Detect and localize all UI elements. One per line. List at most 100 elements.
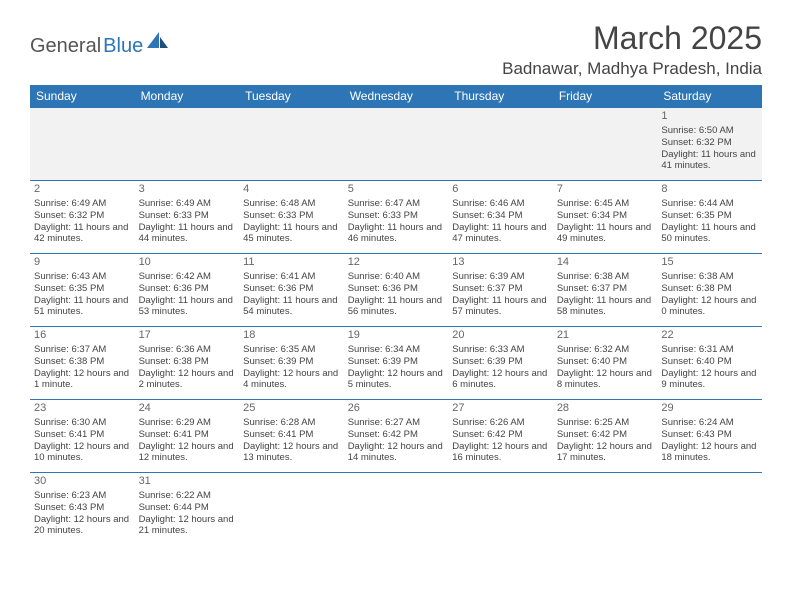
- calendar-day-cell: 24Sunrise: 6:29 AMSunset: 6:41 PMDayligh…: [135, 400, 240, 473]
- sunset-text: Sunset: 6:35 PM: [661, 210, 758, 222]
- calendar-day-cell: [30, 108, 135, 181]
- daylight-text: Daylight: 12 hours and 1 minute.: [34, 368, 131, 392]
- calendar-day-cell: 28Sunrise: 6:25 AMSunset: 6:42 PMDayligh…: [553, 400, 658, 473]
- calendar-day-cell: 29Sunrise: 6:24 AMSunset: 6:43 PMDayligh…: [657, 400, 762, 473]
- daylight-text: Daylight: 12 hours and 6 minutes.: [452, 368, 549, 392]
- sunrise-text: Sunrise: 6:45 AM: [557, 198, 654, 210]
- calendar-day-cell: 1Sunrise: 6:50 AMSunset: 6:32 PMDaylight…: [657, 108, 762, 181]
- header: GeneralBlue March 2025 Badnawar, Madhya …: [30, 20, 762, 79]
- day-number: 16: [34, 329, 131, 343]
- sunrise-text: Sunrise: 6:26 AM: [452, 417, 549, 429]
- calendar-day-cell: [344, 108, 449, 181]
- sunrise-text: Sunrise: 6:47 AM: [348, 198, 445, 210]
- day-number: 11: [243, 256, 340, 270]
- calendar-body: 1Sunrise: 6:50 AMSunset: 6:32 PMDaylight…: [30, 108, 762, 546]
- sunset-text: Sunset: 6:40 PM: [661, 356, 758, 368]
- sunrise-text: Sunrise: 6:48 AM: [243, 198, 340, 210]
- month-title: March 2025: [502, 20, 762, 57]
- day-number: 18: [243, 329, 340, 343]
- daylight-text: Daylight: 12 hours and 2 minutes.: [139, 368, 236, 392]
- calendar-day-cell: 15Sunrise: 6:38 AMSunset: 6:38 PMDayligh…: [657, 254, 762, 327]
- calendar-day-cell: 27Sunrise: 6:26 AMSunset: 6:42 PMDayligh…: [448, 400, 553, 473]
- calendar-day-cell: [344, 473, 449, 546]
- day-number: 14: [557, 256, 654, 270]
- daylight-text: Daylight: 12 hours and 12 minutes.: [139, 441, 236, 465]
- calendar-day-cell: 9Sunrise: 6:43 AMSunset: 6:35 PMDaylight…: [30, 254, 135, 327]
- calendar-day-cell: [239, 473, 344, 546]
- day-number: 30: [34, 475, 131, 489]
- calendar-day-cell: [135, 108, 240, 181]
- daylight-text: Daylight: 12 hours and 16 minutes.: [452, 441, 549, 465]
- day-number: 24: [139, 402, 236, 416]
- calendar-day-cell: [448, 108, 553, 181]
- calendar-day-cell: 12Sunrise: 6:40 AMSunset: 6:36 PMDayligh…: [344, 254, 449, 327]
- daylight-text: Daylight: 11 hours and 57 minutes.: [452, 295, 549, 319]
- weekday-header: Monday: [135, 85, 240, 108]
- calendar-day-cell: 8Sunrise: 6:44 AMSunset: 6:35 PMDaylight…: [657, 181, 762, 254]
- sunset-text: Sunset: 6:32 PM: [661, 137, 758, 149]
- sunrise-text: Sunrise: 6:50 AM: [661, 125, 758, 137]
- sunset-text: Sunset: 6:41 PM: [34, 429, 131, 441]
- calendar-day-cell: 10Sunrise: 6:42 AMSunset: 6:36 PMDayligh…: [135, 254, 240, 327]
- sunset-text: Sunset: 6:33 PM: [348, 210, 445, 222]
- calendar-day-cell: 6Sunrise: 6:46 AMSunset: 6:34 PMDaylight…: [448, 181, 553, 254]
- sunset-text: Sunset: 6:33 PM: [139, 210, 236, 222]
- weekday-header: Tuesday: [239, 85, 344, 108]
- daylight-text: Daylight: 11 hours and 41 minutes.: [661, 149, 758, 173]
- sunset-text: Sunset: 6:38 PM: [34, 356, 131, 368]
- sunrise-text: Sunrise: 6:41 AM: [243, 271, 340, 283]
- sunset-text: Sunset: 6:38 PM: [661, 283, 758, 295]
- day-number: 25: [243, 402, 340, 416]
- day-number: 8: [661, 183, 758, 197]
- sunrise-text: Sunrise: 6:23 AM: [34, 490, 131, 502]
- sunset-text: Sunset: 6:43 PM: [661, 429, 758, 441]
- sunset-text: Sunset: 6:32 PM: [34, 210, 131, 222]
- sunrise-text: Sunrise: 6:38 AM: [557, 271, 654, 283]
- daylight-text: Daylight: 11 hours and 45 minutes.: [243, 222, 340, 246]
- sunrise-text: Sunrise: 6:49 AM: [139, 198, 236, 210]
- sunset-text: Sunset: 6:43 PM: [34, 502, 131, 514]
- calendar-day-cell: 13Sunrise: 6:39 AMSunset: 6:37 PMDayligh…: [448, 254, 553, 327]
- calendar-week-row: 1Sunrise: 6:50 AMSunset: 6:32 PMDaylight…: [30, 108, 762, 181]
- day-number: 31: [139, 475, 236, 489]
- sunrise-text: Sunrise: 6:30 AM: [34, 417, 131, 429]
- sunrise-text: Sunrise: 6:25 AM: [557, 417, 654, 429]
- sunset-text: Sunset: 6:40 PM: [557, 356, 654, 368]
- daylight-text: Daylight: 12 hours and 21 minutes.: [139, 514, 236, 538]
- sunrise-text: Sunrise: 6:46 AM: [452, 198, 549, 210]
- logo: GeneralBlue: [30, 30, 169, 63]
- daylight-text: Daylight: 12 hours and 8 minutes.: [557, 368, 654, 392]
- sunset-text: Sunset: 6:37 PM: [557, 283, 654, 295]
- calendar-day-cell: 20Sunrise: 6:33 AMSunset: 6:39 PMDayligh…: [448, 327, 553, 400]
- calendar-day-cell: [239, 108, 344, 181]
- daylight-text: Daylight: 12 hours and 0 minutes.: [661, 295, 758, 319]
- calendar-day-cell: 21Sunrise: 6:32 AMSunset: 6:40 PMDayligh…: [553, 327, 658, 400]
- day-number: 17: [139, 329, 236, 343]
- location: Badnawar, Madhya Pradesh, India: [502, 59, 762, 79]
- sunset-text: Sunset: 6:42 PM: [348, 429, 445, 441]
- title-block: March 2025 Badnawar, Madhya Pradesh, Ind…: [502, 20, 762, 79]
- daylight-text: Daylight: 11 hours and 51 minutes.: [34, 295, 131, 319]
- daylight-text: Daylight: 12 hours and 9 minutes.: [661, 368, 758, 392]
- day-number: 9: [34, 256, 131, 270]
- daylight-text: Daylight: 12 hours and 10 minutes.: [34, 441, 131, 465]
- weekday-header: Sunday: [30, 85, 135, 108]
- calendar-day-cell: 26Sunrise: 6:27 AMSunset: 6:42 PMDayligh…: [344, 400, 449, 473]
- weekday-header: Saturday: [657, 85, 762, 108]
- calendar-day-cell: 14Sunrise: 6:38 AMSunset: 6:37 PMDayligh…: [553, 254, 658, 327]
- day-number: 21: [557, 329, 654, 343]
- sunset-text: Sunset: 6:42 PM: [557, 429, 654, 441]
- daylight-text: Daylight: 12 hours and 20 minutes.: [34, 514, 131, 538]
- calendar-week-row: 23Sunrise: 6:30 AMSunset: 6:41 PMDayligh…: [30, 400, 762, 473]
- sunset-text: Sunset: 6:38 PM: [139, 356, 236, 368]
- day-number: 5: [348, 183, 445, 197]
- daylight-text: Daylight: 11 hours and 58 minutes.: [557, 295, 654, 319]
- calendar-day-cell: 3Sunrise: 6:49 AMSunset: 6:33 PMDaylight…: [135, 181, 240, 254]
- sunset-text: Sunset: 6:39 PM: [452, 356, 549, 368]
- day-number: 19: [348, 329, 445, 343]
- day-number: 3: [139, 183, 236, 197]
- daylight-text: Daylight: 11 hours and 50 minutes.: [661, 222, 758, 246]
- day-number: 7: [557, 183, 654, 197]
- sunrise-text: Sunrise: 6:32 AM: [557, 344, 654, 356]
- calendar-day-cell: [553, 473, 658, 546]
